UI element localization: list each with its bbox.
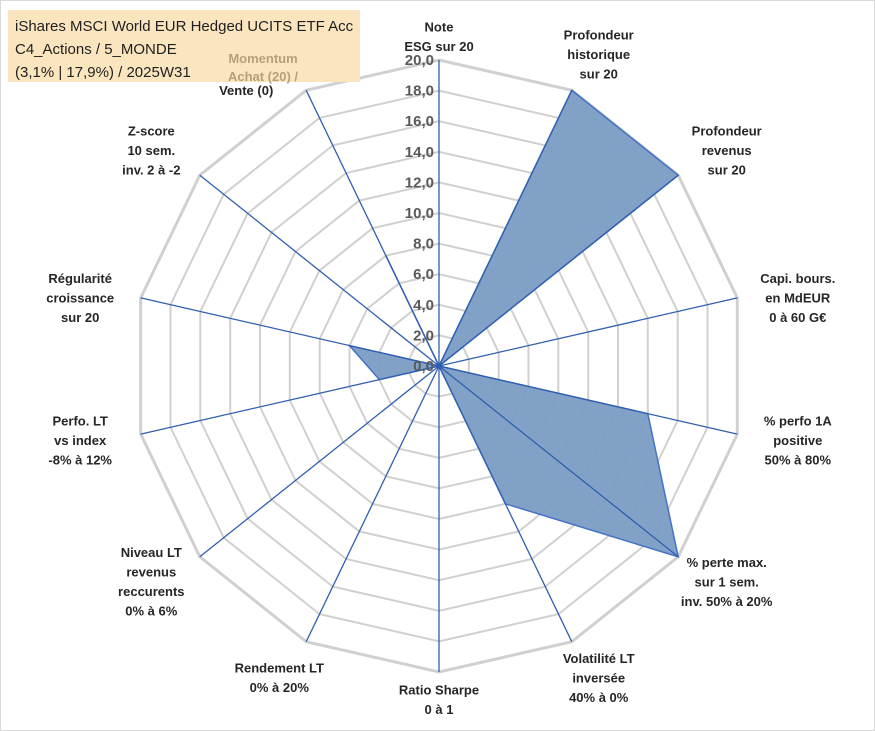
axis-spoke [438,365,573,642]
axis-label: ESG sur 20 [404,39,473,54]
axis-label: Régularité [48,271,112,286]
axis-label: % perfo 1A [764,413,833,428]
tick-label: 6,0 [413,266,434,283]
axis-label: 50% à 80% [765,452,832,467]
axis-label: Z-score [128,124,175,139]
axis-label: Capi. bours. [760,271,835,286]
axis-label: croissance [46,291,114,306]
tick-label: 16,0 [405,113,434,130]
axis-label: reccurents [118,584,184,599]
axis-spoke [199,365,440,558]
momentum-label-line-1: Momentum [228,51,298,66]
chart-title-box: iShares MSCI World EUR Hedged UCITS ETF … [8,10,360,82]
axis-label: 0% à 20% [250,680,310,695]
tick-label: 20,0 [405,52,434,69]
axis-spoke [438,90,573,367]
axis-label: 10 sem. [127,143,175,158]
tick-label: 18,0 [405,83,434,100]
axis-label: Niveau LT [121,545,182,560]
axis-label: revenus [126,565,176,580]
axis-spoke [305,365,440,642]
axis-label: inv. 50% à 20% [681,594,773,609]
axis-label: 0 à 1 [425,702,454,717]
axis-spoke [438,365,679,558]
axis-label: Note [425,20,454,35]
axis-label: Vente (0) [219,83,273,98]
axis-spoke [438,297,738,367]
axis-label: Ratio Sharpe [399,683,479,698]
radar-axes [140,60,738,672]
axis-label: -8% à 12% [48,452,112,467]
tick-label: 4,0 [413,297,434,314]
axis-label: historique [567,47,630,62]
axis-label: % perte max. [687,555,767,570]
momentum-label-line-2: Achat (20) / [227,69,299,84]
chart-title-line-1: iShares MSCI World EUR Hedged UCITS ETF … [15,18,354,35]
axis-label: inv. 2 à -2 [122,163,180,178]
tick-label: 8,0 [413,236,434,253]
axis-label: Volatilité LT [563,651,635,666]
axis-label: 0 à 60 G€ [769,310,826,325]
axis-spoke [140,365,440,435]
axis-label: en MdEUR [765,291,831,306]
axis-label: positive [773,433,822,448]
axis-label: Perfo. LT [53,413,108,428]
tick-label: 0,0 [413,358,434,375]
axis-spoke [199,174,440,367]
axis-spoke [140,297,440,367]
axis-label: Profondeur [692,124,762,139]
axis-label: 0% à 6% [125,604,177,619]
axis-label: sur 20 [708,163,746,178]
axis-spoke [305,90,440,367]
tick-label: 14,0 [405,144,434,161]
tick-label: 12,0 [405,174,434,191]
axis-label: inversée [572,671,625,686]
axis-label: revenus [702,143,752,158]
radar-tick-labels: 0,0 2,0 4,0 6,0 8,0 10,0 12,0 14,0 16,0 18,0 20,0 [405,52,434,375]
chart-title-line-2: C4_Actions / 5_MONDE [15,41,177,58]
axis-spoke [438,174,679,367]
axis-label: vs index [54,433,107,448]
tick-label: 2,0 [413,327,434,344]
tick-label: 10,0 [405,205,434,222]
axis-label: Rendement LT [235,661,324,676]
axis-label: sur 1 sem. [695,575,759,590]
axis-label: Profondeur [564,28,634,43]
axis-label: sur 20 [61,310,99,325]
radar-axis-labels: Note ESG sur 20 Profondeur historique sur 20… [46,20,835,718]
axis-spoke [438,365,738,435]
chart-title-line-3: (3,1% | 17,9%) / 2025W31 [15,64,191,81]
axis-label: 40% à 0% [569,690,629,705]
momentum-label: Momentum Achat (20) / [213,50,313,86]
axis-label: sur 20 [580,67,618,82]
